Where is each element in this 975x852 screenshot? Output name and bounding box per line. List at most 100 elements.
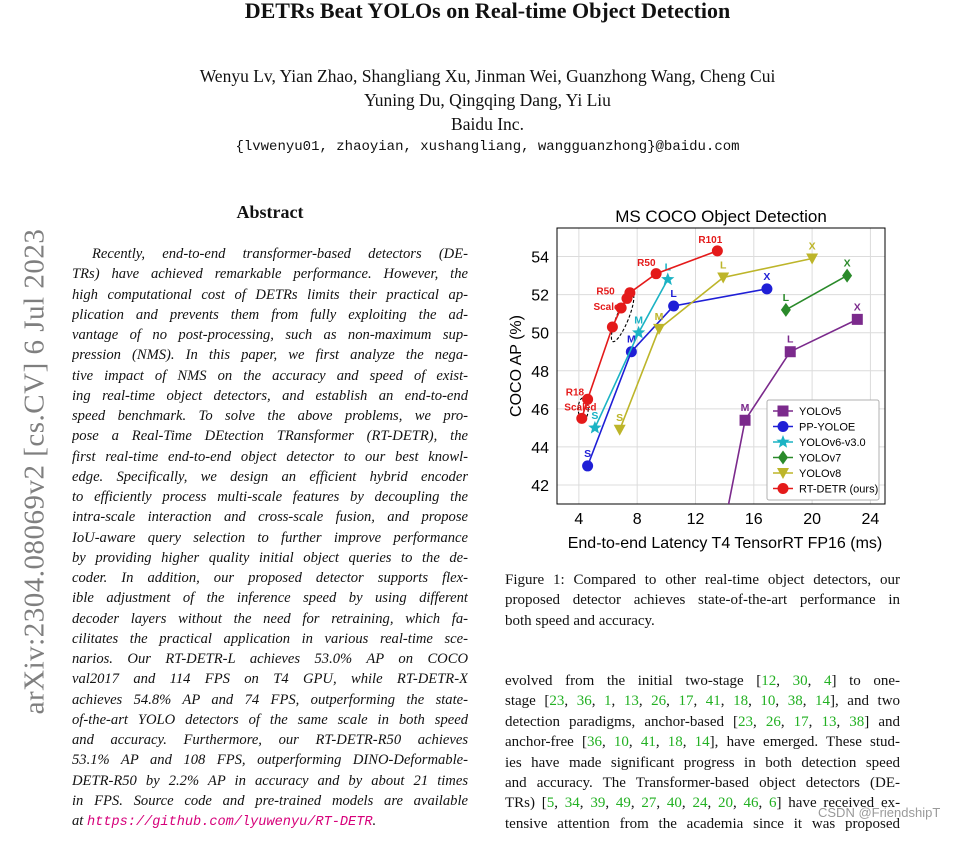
annotation-label: Scaled <box>593 302 625 313</box>
abstract-line: val2017 and 114 FPS on T4 GPU, while RT-… <box>72 671 468 688</box>
citation-link[interactable]: 14 <box>815 693 830 710</box>
point-label: X <box>844 258 851 270</box>
authors-line-2: Yuning Du, Qingqing Dang, Yi Liu <box>364 90 611 110</box>
citation-link[interactable]: 27 <box>641 795 657 812</box>
citation-link[interactable]: 5 <box>546 795 555 812</box>
y-tick-label: 48 <box>531 364 549 381</box>
chart-title: MS COCO Object Detection <box>615 207 827 226</box>
abstract-line: high computational cost of DETRs limits … <box>72 286 468 303</box>
legend-entry: YOLOv5 <box>799 406 841 418</box>
data-point-square <box>777 405 789 417</box>
citation-link[interactable]: 6 <box>769 795 777 812</box>
citation-link[interactable]: 20 <box>717 795 733 812</box>
series-line <box>785 274 848 311</box>
citation-link[interactable]: 26 <box>765 713 781 730</box>
abstract-line: cilitates the practical application in v… <box>72 630 468 647</box>
citation-link[interactable]: 14 <box>694 734 710 751</box>
data-point-circle <box>761 283 773 295</box>
citation-link[interactable]: 18 <box>733 693 749 710</box>
citation-link[interactable]: 1 <box>604 693 612 710</box>
citation-link[interactable]: 26 <box>651 693 667 710</box>
data-point-circle <box>777 483 789 494</box>
body-line: tensive attention from the academia sinc… <box>505 815 900 832</box>
repo-link[interactable]: https://github.com/lyuwenyu/RT-DETR <box>87 815 373 830</box>
abstract-line: narios. Our RT-DETR-L achieves 53.0% AP … <box>72 651 468 667</box>
abstract-line: intra-scale interaction and cross-scale … <box>72 509 468 526</box>
data-point-circle <box>582 393 594 405</box>
annotation-label: R18 <box>566 388 585 399</box>
citation-link[interactable]: 18 <box>667 734 683 751</box>
x-tick-label: 16 <box>745 511 763 528</box>
data-point-triangle <box>777 468 789 479</box>
authors-line-1: Wenyu Lv, Yian Zhao, Shangliang Xu, Jinm… <box>199 66 776 86</box>
citation-link[interactable]: 10 <box>760 693 776 710</box>
abstract-line: achieves 54.8% AP and 74 FPS, outperform… <box>72 691 468 708</box>
affiliation: Baidu Inc. <box>451 114 524 134</box>
citation-link[interactable]: 12 <box>761 673 777 689</box>
x-tick-label: 24 <box>862 511 880 528</box>
citation-link[interactable]: 36 <box>586 734 602 751</box>
point-label: S <box>591 410 598 422</box>
citation-link[interactable]: 49 <box>615 795 631 812</box>
x-tick-label: 12 <box>687 511 705 528</box>
citation-link[interactable]: 39 <box>590 795 606 812</box>
legend-entry: RT-DETR (ours) <box>799 484 878 496</box>
citation-link[interactable]: 38 <box>787 693 803 710</box>
data-point-circle <box>668 300 680 312</box>
series-yolov7: LX <box>780 258 853 317</box>
abstract-line: first real-time end-to-end object detect… <box>72 448 468 465</box>
series-line <box>618 257 813 431</box>
caption-line: proposed detector achieves state-of-the-… <box>505 592 900 609</box>
abstract-line: pression (NMS). In this paper, we first … <box>72 347 468 364</box>
data-point-circle <box>711 245 723 257</box>
data-point-circle <box>606 321 618 333</box>
citation-link[interactable]: 41 <box>640 734 656 751</box>
y-tick-label: 46 <box>531 402 549 419</box>
citation-link[interactable]: 46 <box>743 795 759 812</box>
abstract-line: speed benchmark. To solve the above prob… <box>72 408 468 424</box>
citation-link[interactable]: 10 <box>613 734 629 751</box>
citation-link[interactable]: 40 <box>666 795 682 812</box>
citation-link[interactable]: 34 <box>564 795 580 812</box>
citation-link[interactable]: 13 <box>821 713 837 730</box>
citation-link[interactable]: 17 <box>678 693 694 710</box>
citation-link[interactable]: 13 <box>623 693 639 710</box>
citation-link[interactable]: 17 <box>793 713 809 730</box>
abstract-line: 53.1% AP and 108 FPS, outperforming DINO… <box>72 752 468 769</box>
abstract-line: and accuracy. Furthermore, our RT-DETR-R… <box>72 732 468 748</box>
abstract-line: ible adjustment of the inference speed b… <box>72 590 468 607</box>
point-label: L <box>665 261 672 273</box>
citation-link[interactable]: 4 <box>824 673 832 689</box>
y-tick-label: 52 <box>531 288 549 305</box>
intro-body-text: evolved from the initial two-stage [12, … <box>505 671 900 834</box>
data-point-star <box>776 435 790 448</box>
data-point-square <box>712 556 723 558</box>
abstract-line: vantage of no post-processing, such as n… <box>72 327 468 343</box>
author-emails: {lvwenyu01, zhaoyian, xushangliang, wang… <box>235 139 740 155</box>
citation-link[interactable]: 36 <box>576 693 592 710</box>
abstract-line: Recently, end-to-end transformer-based d… <box>92 246 468 262</box>
body-line: and accuracy. The Transformer-based obje… <box>505 774 900 791</box>
citation-link[interactable]: 24 <box>692 795 708 812</box>
point-label: X <box>809 240 816 252</box>
data-point-star <box>661 272 675 286</box>
abstract-line: by providing higher quality initial obje… <box>72 549 468 566</box>
annotation-label: R101 <box>698 235 722 246</box>
citation-link[interactable]: 41 <box>705 693 721 710</box>
body-line: TRs) [5, 34, 39, 49, 27, 40, 24, 20, 46,… <box>505 795 900 812</box>
point-label: X <box>763 271 770 283</box>
citation-link[interactable]: 23 <box>738 713 754 730</box>
data-point-square <box>739 414 751 426</box>
legend-entry: YOLOv6-v3.0 <box>799 437 866 449</box>
citation-link[interactable]: 30 <box>792 673 808 689</box>
point-label: L <box>783 292 790 304</box>
point-label: M <box>741 402 750 414</box>
citation-link[interactable]: 23 <box>549 693 565 710</box>
body-line: stage [23, 36, 1, 13, 26, 17, 41, 18, 10… <box>505 693 900 710</box>
data-point-diamond <box>842 268 853 283</box>
arxiv-identifier: arXiv:2304.08069v2 [cs.CV] 6 Jul 2023 <box>18 228 51 715</box>
legend-entry: YOLOv7 <box>799 453 841 465</box>
citation-link[interactable]: 38 <box>849 713 865 730</box>
